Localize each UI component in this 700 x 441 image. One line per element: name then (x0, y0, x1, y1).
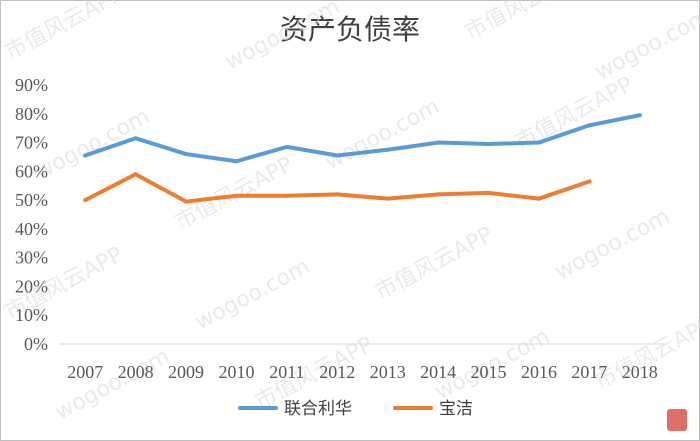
series-layer (83, 113, 642, 204)
data-point (637, 113, 642, 118)
data-point (83, 153, 88, 158)
watermark-text: wogoo.com (191, 254, 314, 335)
x-tick-label: 2009 (168, 362, 204, 382)
x-tick-label: 2011 (269, 362, 304, 382)
legend-label: 联合利华 (284, 399, 352, 419)
x-axis: 2007 2008 2009 2010 2011 2012 2013 2014 2015 2016… (60, 343, 665, 382)
data-point (234, 193, 239, 198)
legend-label: 宝洁 (439, 399, 473, 419)
chart-title: 资产负债率 (279, 13, 420, 46)
data-point (536, 196, 541, 201)
x-tick-label: 2016 (521, 362, 557, 382)
data-point (587, 179, 592, 184)
y-tick-label: 60% (15, 161, 48, 181)
data-point (335, 153, 340, 158)
data-point (184, 152, 189, 157)
watermark-text: wogoo.com (321, 94, 444, 175)
y-tick-label: 90% (15, 75, 48, 95)
data-point (133, 136, 138, 141)
x-tick-label: 2014 (420, 362, 456, 382)
data-point (184, 199, 189, 204)
y-tick-label: 0% (24, 334, 48, 354)
legend: 联合利华 宝洁 (238, 399, 473, 419)
series-line-1 (83, 113, 642, 164)
watermark-text: 市值风云APP (371, 222, 497, 305)
watermark-text: 市值风云APP (1, 0, 127, 65)
watermark-text: 市值风云APP (461, 0, 587, 45)
watermark-text: 市值风云APP (591, 312, 700, 395)
x-tick-label: 2017 (571, 362, 607, 382)
y-tick-label: 10% (15, 305, 48, 325)
data-point (234, 159, 239, 164)
y-tick-label: 20% (15, 276, 48, 296)
x-tick-label: 2013 (370, 362, 406, 382)
y-tick-label: 40% (15, 219, 48, 239)
data-point (83, 198, 88, 203)
data-point (587, 123, 592, 128)
data-point (133, 172, 138, 177)
x-tick-label: 2008 (118, 362, 154, 382)
watermark-text: wogoo.com (51, 344, 174, 425)
watermark-text: wogoo.com (221, 0, 344, 75)
seal-logo (667, 409, 687, 431)
data-point (486, 190, 491, 195)
data-point (385, 196, 390, 201)
x-tick-label: 2018 (622, 362, 658, 382)
y-tick-label: 30% (15, 248, 48, 268)
watermark-text: wogoo.com (591, 4, 700, 85)
data-point (385, 147, 390, 152)
x-tick-label: 2015 (471, 362, 507, 382)
data-point (536, 140, 541, 145)
series-line-2 (83, 172, 592, 204)
x-tick-label: 2007 (67, 362, 103, 382)
x-tick-label: 2010 (218, 362, 254, 382)
y-tick-label: 50% (15, 190, 48, 210)
y-tick-label: 80% (15, 104, 48, 124)
y-axis: 0% 10% 20% 30% 40% 50% 60% 70% 80% 90% (15, 75, 48, 354)
y-tick-label: 70% (15, 133, 48, 153)
data-point (284, 193, 289, 198)
x-tick-label: 2012 (319, 362, 355, 382)
data-point (335, 192, 340, 197)
watermark-text: wogoo.com (551, 204, 674, 285)
data-point (486, 141, 491, 146)
data-point (436, 192, 441, 197)
data-point (436, 140, 441, 145)
data-point (284, 144, 289, 149)
